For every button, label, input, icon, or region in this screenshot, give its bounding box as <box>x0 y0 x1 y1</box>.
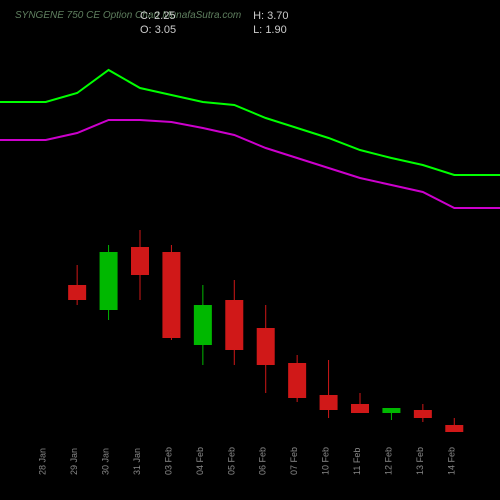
x-axis-label: 07 Feb <box>289 447 299 475</box>
x-axis-label: 30 Jan <box>101 448 111 475</box>
open-label: O: <box>140 24 152 36</box>
chart-svg: 28 Jan 29 Jan 30 Jan 31 Jan 03 Feb 04 Feb 05 F… <box>0 0 500 500</box>
open-value: 3.05 <box>155 24 176 36</box>
high-label: H: <box>253 10 264 22</box>
x-axis-label: 28 Jan <box>38 448 48 475</box>
candle-body <box>257 328 275 365</box>
candle-body <box>68 285 86 300</box>
candle-body <box>131 247 149 275</box>
x-axis-label: 13 Feb <box>415 447 425 475</box>
ohlc-bottom-row: O: 3.05 L: 1.90 <box>140 24 363 36</box>
x-axis-label: 29 Jan <box>69 448 79 475</box>
x-axis-label: 03 Feb <box>163 447 173 475</box>
lower-line <box>0 120 500 208</box>
x-axis-label: 11 Feb <box>352 448 362 475</box>
candle-body <box>225 300 243 350</box>
low-label: L: <box>253 24 262 36</box>
candle-body <box>320 395 338 410</box>
chart-container: SYNGENE 750 CE Option Chart MunafaSutra.… <box>0 0 500 500</box>
candle-body <box>194 305 212 345</box>
x-axis-label: 05 Feb <box>226 447 236 475</box>
candle-body <box>382 408 400 413</box>
candle-body <box>445 425 463 432</box>
x-axis-label: 10 Feb <box>321 447 331 475</box>
low-value: 1.90 <box>265 24 286 36</box>
x-axis-label: 14 Feb <box>446 447 456 475</box>
candle-body <box>162 252 180 338</box>
high-value: 3.70 <box>267 10 288 22</box>
upper-line <box>0 70 500 175</box>
close-label: C: <box>140 10 151 22</box>
close-value: 2.25 <box>154 10 175 22</box>
candle-body <box>351 404 369 413</box>
candle-body <box>414 410 432 418</box>
ohlc-top-row: C: 2.25 H: 3.70 <box>140 10 363 22</box>
x-axis-label: 12 Feb <box>383 447 393 475</box>
x-axis-label: 31 Jan <box>132 448 142 475</box>
x-axis-label: 06 Feb <box>258 447 268 475</box>
candle-body <box>100 252 118 310</box>
x-axis-label: 04 Feb <box>195 447 205 475</box>
candle-body <box>288 363 306 398</box>
